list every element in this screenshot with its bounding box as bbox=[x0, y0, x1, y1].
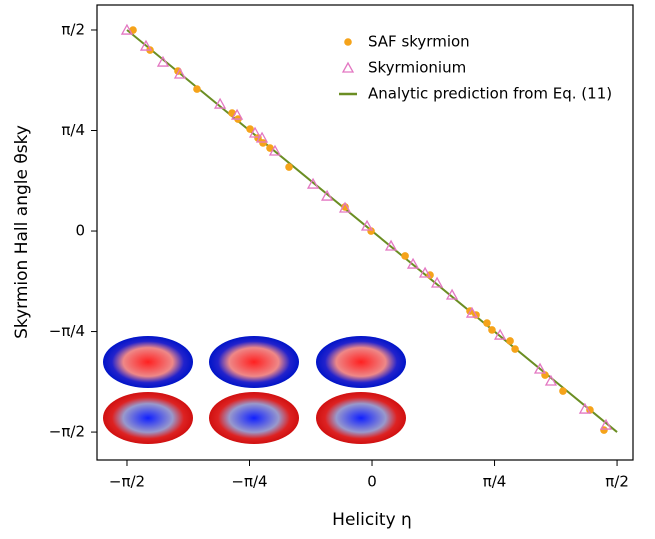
data-point bbox=[255, 131, 269, 143]
data-point bbox=[320, 189, 334, 201]
x-axis-label: Helicity η bbox=[332, 510, 412, 530]
inset bbox=[103, 336, 193, 388]
data-point bbox=[559, 387, 567, 395]
data-point bbox=[506, 337, 514, 345]
y-axis-label: Skyrmion Hall angle θsky bbox=[12, 125, 32, 339]
data-point bbox=[533, 362, 547, 374]
inset bbox=[316, 392, 406, 444]
legend-marker bbox=[344, 38, 352, 46]
data-point bbox=[338, 201, 352, 213]
data-point bbox=[306, 177, 320, 189]
inset bbox=[103, 392, 193, 444]
data-point bbox=[493, 328, 507, 340]
x-tick-label: 0 bbox=[367, 473, 377, 491]
data-point bbox=[445, 288, 459, 300]
x-tick-label: π/2 bbox=[605, 473, 629, 491]
data-point bbox=[193, 85, 201, 93]
legend-label: Skyrmionium bbox=[368, 59, 466, 77]
data-point bbox=[213, 97, 227, 109]
data-point bbox=[259, 139, 267, 147]
legend-label: Analytic prediction from Eq. (11) bbox=[368, 85, 612, 103]
inset bbox=[316, 336, 406, 388]
legend-label: SAF skyrmion bbox=[368, 33, 470, 51]
data-point bbox=[488, 326, 496, 334]
data-point bbox=[544, 374, 558, 386]
data-point bbox=[156, 55, 170, 67]
y-tick-label: 0 bbox=[75, 222, 85, 240]
data-point bbox=[511, 345, 519, 353]
data-point bbox=[483, 319, 491, 327]
inset bbox=[209, 392, 299, 444]
legend-marker bbox=[341, 61, 355, 73]
data-point bbox=[266, 144, 274, 152]
y-tick-label: −π/4 bbox=[49, 322, 85, 340]
data-point bbox=[401, 252, 409, 260]
data-point bbox=[285, 163, 293, 171]
inset bbox=[209, 336, 299, 388]
inset-images bbox=[103, 336, 406, 444]
plot-frame bbox=[96, 4, 634, 461]
x-tick-label: −π/2 bbox=[109, 473, 145, 491]
data-point bbox=[406, 257, 420, 269]
data-point bbox=[230, 108, 244, 120]
x-tick-label: −π/4 bbox=[231, 473, 267, 491]
y-tick-label: π/4 bbox=[61, 121, 85, 139]
data-point bbox=[578, 402, 592, 414]
data-point bbox=[586, 406, 594, 414]
data-point bbox=[465, 306, 479, 318]
data-point bbox=[248, 126, 262, 138]
y-tick-label: −π/2 bbox=[49, 423, 85, 441]
data-point bbox=[173, 67, 187, 79]
data-point bbox=[246, 125, 254, 133]
data-point bbox=[341, 203, 349, 211]
data-point bbox=[430, 276, 444, 288]
y-tick-label: π/2 bbox=[61, 20, 85, 38]
data-point bbox=[384, 239, 398, 251]
data-point bbox=[360, 219, 374, 231]
data-point bbox=[120, 23, 134, 35]
data-point bbox=[418, 266, 432, 278]
data-point bbox=[367, 227, 375, 235]
data-point bbox=[139, 39, 153, 51]
data-point bbox=[268, 144, 282, 156]
data-point bbox=[599, 418, 613, 430]
x-tick-label: π/4 bbox=[483, 473, 507, 491]
